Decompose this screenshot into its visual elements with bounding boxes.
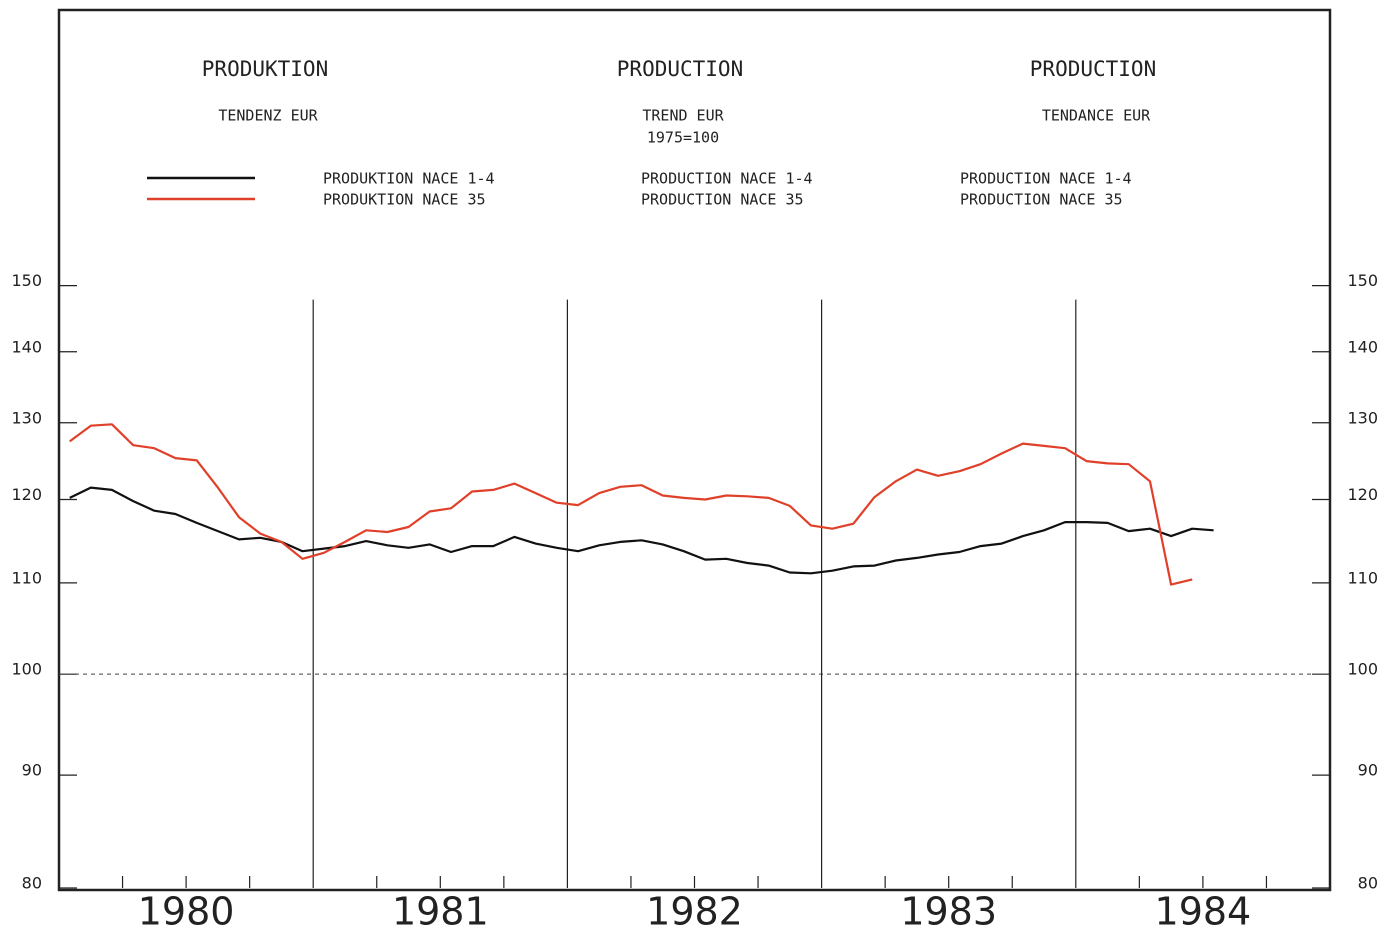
y-tick-label: 130 <box>11 408 42 427</box>
y-tick-label-right: 130 <box>1347 408 1378 427</box>
legend-label: PRODUCTION NACE 35 <box>641 191 804 209</box>
legend-label: PRODUCTION NACE 1-4 <box>641 170 813 188</box>
subtitle: TREND EUR <box>642 107 724 125</box>
legend-label: PRODUKTION NACE 35 <box>323 191 486 209</box>
title: PRODUKTION <box>202 57 328 81</box>
y-tick-label: 120 <box>11 485 42 504</box>
legend-label: PRODUKTION NACE 1-4 <box>323 170 495 188</box>
x-tick-label: 1981 <box>392 890 489 933</box>
y-tick-label-right: 90 <box>1358 761 1378 780</box>
y-tick-label: 150 <box>11 271 42 290</box>
x-tick-label: 1983 <box>900 890 997 933</box>
title: PRODUCTION <box>617 57 743 81</box>
y-tick-label-right: 150 <box>1347 271 1378 290</box>
series-line <box>69 423 1193 586</box>
x-tick-label: 1982 <box>646 890 743 933</box>
x-tick-label: 1984 <box>1155 890 1252 933</box>
y-tick-label: 90 <box>22 761 42 780</box>
y-tick-label-right: 110 <box>1347 568 1378 587</box>
subtitle: TENDENZ EUR <box>218 107 318 125</box>
legend-label: PRODUCTION NACE 1-4 <box>960 170 1132 188</box>
x-tick-label: 1980 <box>138 890 235 933</box>
y-tick-label-right: 120 <box>1347 485 1378 504</box>
y-tick-label-right: 80 <box>1358 874 1378 893</box>
y-tick-label-right: 140 <box>1347 337 1378 356</box>
y-tick-label: 140 <box>11 337 42 356</box>
y-tick-label: 110 <box>11 568 42 587</box>
note: 1975=100 <box>647 129 719 147</box>
title: PRODUCTION <box>1030 57 1156 81</box>
legend-label: PRODUCTION NACE 35 <box>960 191 1123 209</box>
y-tick-label: 80 <box>22 874 42 893</box>
series-line <box>69 486 1214 575</box>
plot-frame <box>57 8 1332 892</box>
y-tick-label: 100 <box>11 660 42 679</box>
y-tick-label-right: 100 <box>1347 660 1378 679</box>
subtitle: TENDANCE EUR <box>1042 107 1151 125</box>
